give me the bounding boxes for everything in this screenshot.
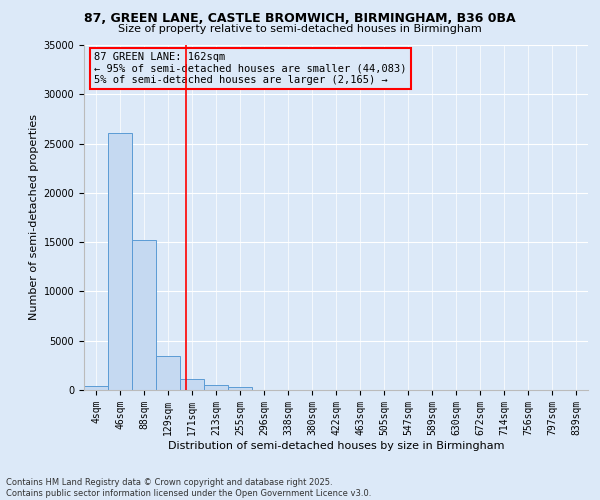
Bar — [180, 379, 204, 390]
X-axis label: Distribution of semi-detached houses by size in Birmingham: Distribution of semi-detached houses by … — [168, 440, 504, 450]
Bar — [156, 356, 180, 390]
Bar — [108, 132, 132, 390]
Text: Size of property relative to semi-detached houses in Birmingham: Size of property relative to semi-detach… — [118, 24, 482, 34]
Text: Contains HM Land Registry data © Crown copyright and database right 2025.
Contai: Contains HM Land Registry data © Crown c… — [6, 478, 371, 498]
Bar — [204, 385, 228, 390]
Bar — [132, 240, 156, 390]
Bar — [84, 386, 108, 390]
Y-axis label: Number of semi-detached properties: Number of semi-detached properties — [29, 114, 39, 320]
Text: 87, GREEN LANE, CASTLE BROMWICH, BIRMINGHAM, B36 0BA: 87, GREEN LANE, CASTLE BROMWICH, BIRMING… — [84, 12, 516, 26]
Text: 87 GREEN LANE: 162sqm
← 95% of semi-detached houses are smaller (44,083)
5% of s: 87 GREEN LANE: 162sqm ← 95% of semi-deta… — [94, 52, 407, 85]
Bar — [228, 387, 252, 390]
